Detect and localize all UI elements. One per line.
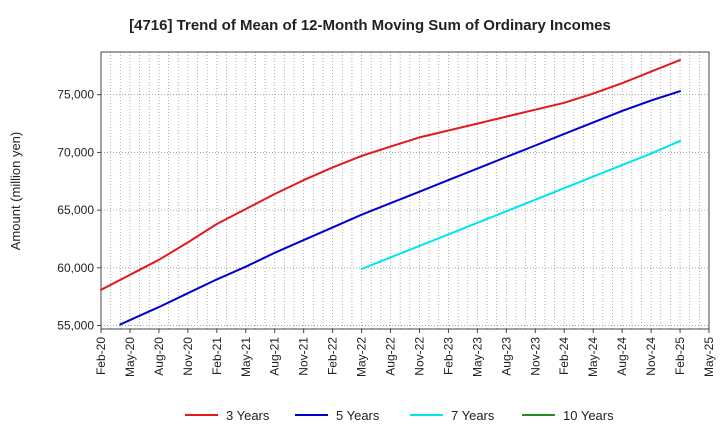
y-tick-label: 65,000 <box>57 203 94 217</box>
y-tick-label: 75,000 <box>57 88 94 102</box>
x-tick-label: Feb-20 <box>94 337 108 375</box>
x-tick-label: May-24 <box>586 337 600 377</box>
y-axis-ticks: 55,000 60,000 65,000 70,000 75,000 <box>57 88 101 333</box>
legend-label-10-years: 10 Years <box>563 408 614 423</box>
x-tick-label: May-25 <box>702 337 716 377</box>
x-tick-label: Aug-22 <box>384 337 398 376</box>
plot-frame <box>100 51 710 330</box>
x-axis-ticks: Feb-20 May-20 Aug-20 Nov-20 Feb-21 May-21 Aug-… <box>94 329 716 377</box>
y-axis-label: Amount (million yen) <box>8 132 23 251</box>
series-line-3-years <box>100 59 681 291</box>
x-tick-label: May-23 <box>470 337 484 377</box>
y-tick-label: 60,000 <box>57 261 94 275</box>
x-tick-label: Aug-21 <box>268 337 282 376</box>
x-tick-label: Nov-23 <box>528 337 542 376</box>
y-tick-label: 70,000 <box>57 145 94 159</box>
x-tick-label: Nov-20 <box>181 337 195 376</box>
x-tick-label: Aug-24 <box>615 337 629 376</box>
legend: 3 Years 5 Years 7 Years 10 Years <box>185 408 614 423</box>
x-tick-label: May-22 <box>355 337 369 377</box>
series-line-5-years <box>119 90 681 326</box>
legend-label-7-years: 7 Years <box>451 408 495 423</box>
series-group <box>100 59 681 326</box>
x-tick-label: May-21 <box>239 337 253 377</box>
x-tick-label: Feb-23 <box>441 337 455 375</box>
x-tick-label: May-20 <box>123 337 137 377</box>
chart-title: [4716] Trend of Mean of 12-Month Moving … <box>129 17 611 34</box>
x-tick-label: Nov-24 <box>644 337 658 376</box>
legend-label-3-years: 3 Years <box>226 408 270 423</box>
x-tick-label: Feb-24 <box>557 337 571 375</box>
x-tick-label: Feb-21 <box>210 337 224 375</box>
grid-lines <box>101 52 709 329</box>
x-tick-label: Nov-22 <box>412 337 426 376</box>
legend-label-5-years: 5 Years <box>336 408 380 423</box>
x-tick-label: Feb-22 <box>326 337 340 375</box>
x-tick-label: Aug-23 <box>499 337 513 376</box>
x-tick-label: Aug-20 <box>152 337 166 376</box>
series-line-7-years <box>360 139 681 270</box>
y-tick-label: 55,000 <box>57 319 94 333</box>
x-tick-label: Nov-21 <box>297 337 311 376</box>
x-tick-label: Feb-25 <box>673 337 687 375</box>
